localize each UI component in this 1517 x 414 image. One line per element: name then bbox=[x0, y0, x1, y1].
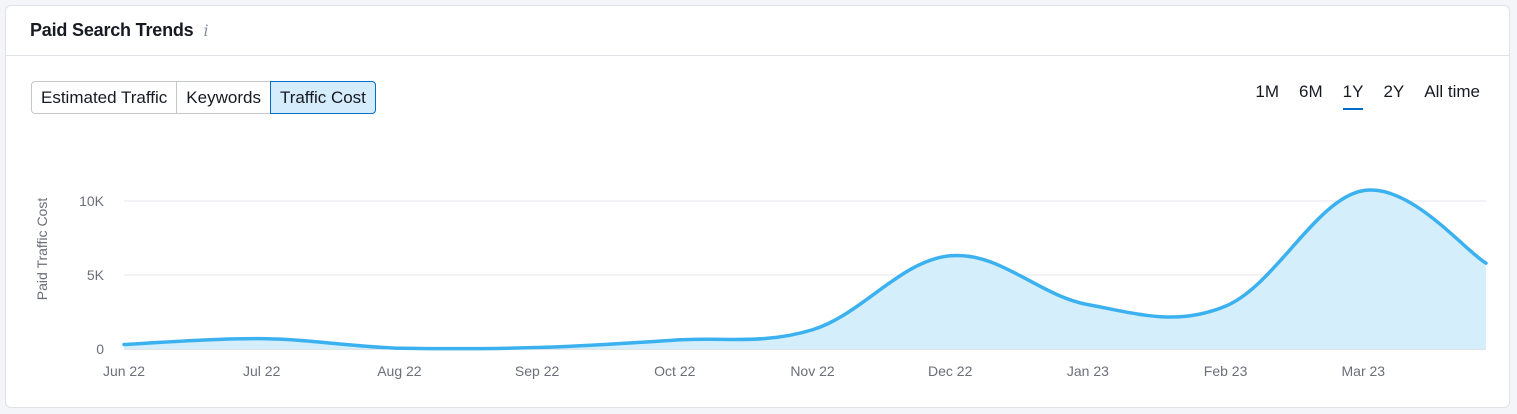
data-point[interactable] bbox=[256, 333, 268, 345]
y-tick-label: 10K bbox=[79, 193, 105, 209]
period-2y[interactable]: 2Y bbox=[1383, 82, 1405, 101]
period-6m[interactable]: 6M bbox=[1299, 82, 1323, 101]
x-tick-label: Nov 22 bbox=[790, 363, 835, 379]
data-point[interactable] bbox=[393, 342, 405, 354]
card-title: Paid Search Trends bbox=[30, 20, 194, 40]
period-all-time[interactable]: All time bbox=[1424, 82, 1480, 101]
x-tick-label: Oct 22 bbox=[654, 363, 695, 379]
period-1y[interactable]: 1Y bbox=[1333, 80, 1374, 110]
x-tick-label: Feb 23 bbox=[1204, 363, 1248, 379]
y-axis-label: Paid Traffic Cost bbox=[34, 198, 50, 301]
y-tick-label: 5K bbox=[87, 267, 105, 283]
x-tick-label: Mar 23 bbox=[1342, 363, 1386, 379]
tab-traffic-cost[interactable]: Traffic Cost bbox=[269, 81, 376, 114]
tab-keywords[interactable]: Keywords bbox=[176, 81, 271, 114]
tab-estimated-traffic[interactable]: Estimated Traffic bbox=[31, 81, 178, 114]
data-point[interactable] bbox=[1480, 257, 1492, 269]
data-point[interactable] bbox=[531, 342, 543, 354]
data-point[interactable] bbox=[1220, 300, 1232, 312]
data-point[interactable] bbox=[118, 339, 130, 351]
info-icon[interactable]: i bbox=[203, 21, 209, 40]
data-point[interactable] bbox=[807, 324, 819, 336]
x-tick-label: Jan 23 bbox=[1067, 363, 1109, 379]
x-tick-label: Aug 22 bbox=[377, 363, 422, 379]
series-area bbox=[124, 190, 1486, 349]
data-point[interactable] bbox=[1082, 299, 1094, 311]
data-point[interactable] bbox=[1357, 185, 1369, 197]
period-1m[interactable]: 1M bbox=[1255, 82, 1280, 101]
metric-tabs: Estimated Traffic Keywords Traffic Cost bbox=[31, 81, 376, 114]
card-header: Paid Search Trends i bbox=[6, 6, 1509, 56]
x-tick-label: Jun 22 bbox=[103, 363, 145, 379]
x-tick-label: Dec 22 bbox=[928, 363, 973, 379]
y-tick-label: 0 bbox=[96, 341, 104, 357]
period-selector: 1M 6M 1Y 2Y All time bbox=[1245, 80, 1490, 110]
x-tick-label: Sep 22 bbox=[515, 363, 560, 379]
x-tick-label: Jul 22 bbox=[243, 363, 281, 379]
data-point[interactable] bbox=[944, 250, 956, 262]
series-line bbox=[122, 188, 1488, 351]
data-point[interactable] bbox=[669, 334, 681, 346]
